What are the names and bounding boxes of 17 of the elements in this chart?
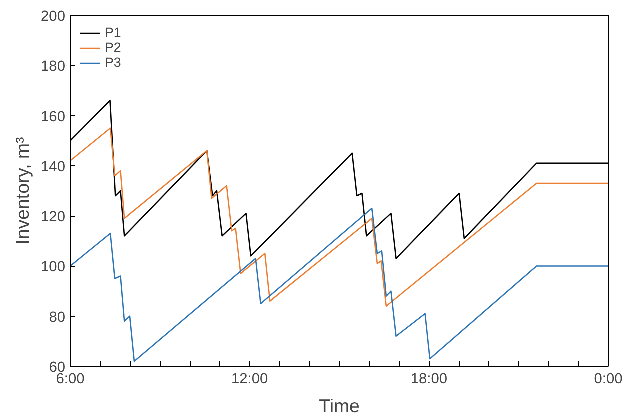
x-tick-label: 18:00 (410, 372, 448, 388)
line-series (70, 128, 608, 307)
line-series (70, 208, 608, 362)
y-tick-label: 140 (41, 159, 66, 176)
y-tick-label: 120 (41, 210, 66, 226)
legend-label: P3 (105, 55, 122, 70)
y-axis-title: Inventory, m³ (12, 137, 34, 245)
x-tick-label: 12:00 (231, 372, 268, 388)
x-tick-label: 0:00 (594, 372, 623, 388)
x-axis-title: Time (319, 396, 360, 416)
y-tick-label: 80 (49, 310, 66, 326)
y-tick-label: 200 (41, 9, 66, 25)
y-tick-label: 180 (41, 59, 66, 76)
legend-label: P1 (105, 25, 122, 40)
legend-label: P2 (105, 40, 122, 55)
y-tick-label: 160 (41, 109, 66, 126)
y-tick-label: 100 (41, 260, 66, 276)
